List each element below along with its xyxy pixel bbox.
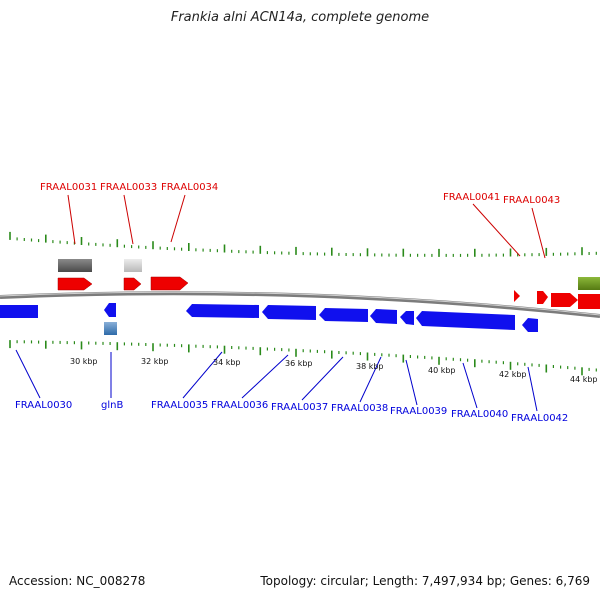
leader-fraal0033: [123, 194, 134, 245]
scale-label-42: 42 kbp: [499, 370, 527, 379]
genome-meta-text: Topology: circular; Length: 7,497,934 bp…: [260, 574, 590, 588]
leader-fraal0039: [405, 359, 418, 406]
gene-arrow-red-right-b[interactable]: [578, 294, 600, 309]
gene-arrow-glnb[interactable]: [104, 303, 116, 317]
scale-label-30: 30 kbp: [70, 357, 98, 366]
gene-arrow-fraal0030[interactable]: [0, 305, 38, 318]
gene-arrow-fraal0040[interactable]: [416, 311, 515, 330]
gene-arrow-fraal0037[interactable]: [319, 308, 368, 322]
reverse-gene-labels: FRAAL0030 glnB FRAAL0035 FRAAL0036 FRAAL…: [15, 400, 568, 424]
gene-feature-steel[interactable]: [104, 322, 117, 335]
reverse-strand-genes: [0, 303, 538, 335]
gene-label-fraal0043[interactable]: FRAAL0043: [503, 195, 560, 206]
leader-fraal0043: [531, 207, 546, 259]
gene-arrow-fraal0042[interactable]: [522, 318, 538, 332]
scale-label-36: 36 kbp: [285, 359, 313, 368]
gene-arrow-fraal0036[interactable]: [262, 305, 316, 320]
gene-label-glnb[interactable]: glnB: [101, 400, 123, 411]
gene-arrow-fraal0039[interactable]: [400, 311, 414, 325]
gene-label-fraal0041[interactable]: FRAAL0041: [443, 192, 500, 203]
gene-feature-gray[interactable]: [58, 259, 92, 272]
gene-label-fraal0036[interactable]: FRAAL0036: [211, 400, 268, 411]
gene-label-fraal0040[interactable]: FRAAL0040: [451, 409, 508, 420]
gene-label-fraal0037[interactable]: FRAAL0037: [271, 402, 328, 413]
outer-tick-row: [9, 231, 597, 257]
gene-arrow-fraal0034[interactable]: [150, 276, 189, 291]
leader-fraal0034: [170, 194, 186, 243]
genome-backbone-highlight: [0, 291, 600, 316]
gene-label-fraal0039[interactable]: FRAAL0039: [390, 406, 447, 417]
gene-feature-light[interactable]: [124, 259, 142, 272]
gene-arrow-fraal0041[interactable]: [514, 290, 520, 302]
genome-backbone: [0, 291, 600, 318]
scale-labels: 30 kbp 32 kbp 34 kbp 36 kbp 38 kbp 40 kb…: [70, 357, 598, 384]
gene-arrow-fraal0033[interactable]: [123, 277, 142, 291]
scale-label-32: 32 kbp: [141, 357, 169, 366]
gene-arrow-fraal0043[interactable]: [537, 291, 548, 304]
gene-arrow-fraal0035[interactable]: [186, 304, 259, 318]
leader-fraal0040: [462, 362, 478, 409]
gene-label-fraal0034[interactable]: FRAAL0034: [161, 182, 218, 193]
leader-fraal0031: [67, 194, 76, 245]
forward-label-leaders: [67, 194, 546, 259]
leader-fraal0036: [241, 354, 289, 399]
gene-label-fraal0030[interactable]: FRAAL0030: [15, 400, 72, 411]
gene-label-fraal0042[interactable]: FRAAL0042: [511, 413, 568, 424]
gene-arrow-fraal0038[interactable]: [370, 309, 397, 324]
gene-label-fraal0031[interactable]: FRAAL0031: [40, 182, 97, 193]
leader-fraal0037: [301, 356, 344, 401]
leader-fraal0035: [182, 351, 223, 399]
scale-label-38: 38 kbp: [356, 362, 384, 371]
gene-feature-olive[interactable]: [578, 277, 600, 290]
leader-fraal0030: [15, 349, 41, 399]
gene-label-fraal0035[interactable]: FRAAL0035: [151, 400, 208, 411]
leader-fraal0041: [472, 203, 521, 257]
reverse-label-leaders: [15, 349, 538, 412]
accession-text: Accession: NC_008278: [9, 574, 146, 588]
scale-label-44: 44 kbp: [570, 375, 598, 384]
scale-label-40: 40 kbp: [428, 366, 456, 375]
gene-label-fraal0038[interactable]: FRAAL0038: [331, 403, 388, 414]
inner-tick-row: [9, 340, 597, 376]
gene-label-fraal0033[interactable]: FRAAL0033: [100, 182, 157, 193]
gene-arrow-fraal0031[interactable]: [57, 277, 93, 291]
scale-label-34: 34 kbp: [213, 358, 241, 367]
leader-fraal0042: [527, 366, 538, 412]
gene-arrow-red-right-a[interactable]: [551, 293, 578, 307]
leader-fraal0038: [359, 356, 382, 403]
forward-gene-labels: FRAAL0031 FRAAL0033 FRAAL0034 FRAAL0041 …: [40, 182, 560, 206]
forward-strand-genes: [57, 259, 600, 309]
map-title: Frankia alni ACN14a, complete genome: [170, 10, 430, 25]
